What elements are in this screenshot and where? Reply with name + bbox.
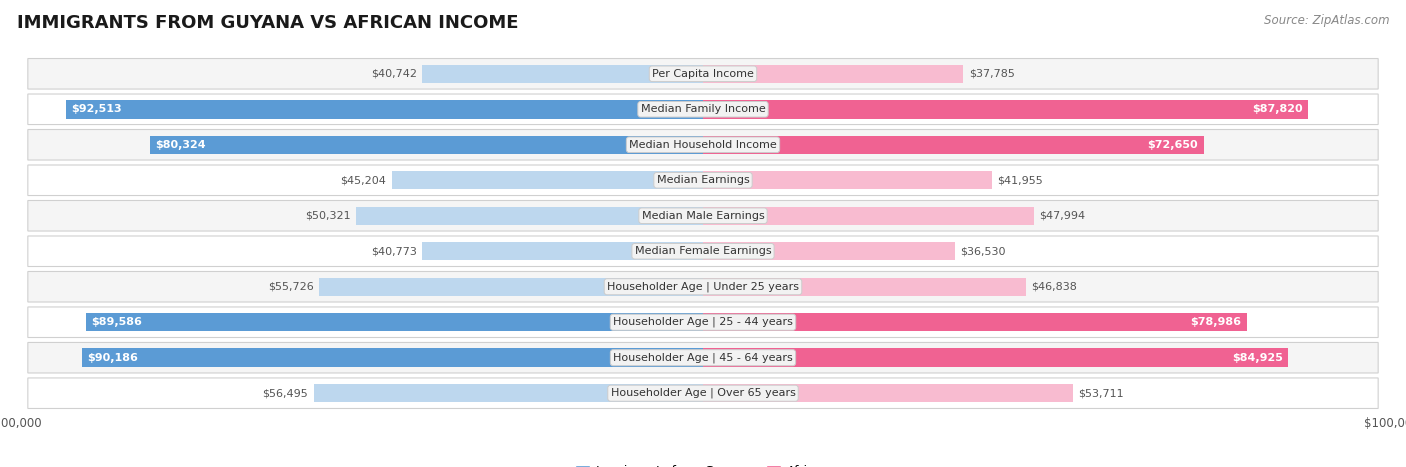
Text: $46,838: $46,838	[1031, 282, 1077, 292]
Bar	[422, 242, 703, 261]
FancyBboxPatch shape	[28, 236, 1378, 267]
Text: Per Capita Income: Per Capita Income	[652, 69, 754, 79]
Text: $41,955: $41,955	[997, 175, 1043, 185]
Text: $84,925: $84,925	[1232, 353, 1282, 363]
Bar	[703, 277, 1026, 296]
Text: $87,820: $87,820	[1251, 104, 1302, 114]
Text: $92,513: $92,513	[72, 104, 122, 114]
Bar	[703, 135, 1204, 154]
Text: $37,785: $37,785	[969, 69, 1015, 79]
Text: Householder Age | Over 65 years: Householder Age | Over 65 years	[610, 388, 796, 398]
FancyBboxPatch shape	[28, 94, 1378, 125]
Text: Householder Age | Under 25 years: Householder Age | Under 25 years	[607, 282, 799, 292]
Text: Householder Age | 45 - 64 years: Householder Age | 45 - 64 years	[613, 353, 793, 363]
Bar	[703, 64, 963, 83]
Legend: Immigrants from Guyana, African: Immigrants from Guyana, African	[569, 460, 837, 467]
Text: $55,726: $55,726	[267, 282, 314, 292]
Bar	[314, 384, 703, 403]
FancyBboxPatch shape	[28, 342, 1378, 373]
Bar	[703, 171, 993, 190]
FancyBboxPatch shape	[28, 378, 1378, 409]
Bar	[149, 135, 703, 154]
Bar	[86, 313, 703, 332]
Bar	[703, 348, 1288, 367]
FancyBboxPatch shape	[28, 307, 1378, 338]
Text: Median Earnings: Median Earnings	[657, 175, 749, 185]
Text: Source: ZipAtlas.com: Source: ZipAtlas.com	[1264, 14, 1389, 27]
Text: $36,530: $36,530	[960, 246, 1005, 256]
Text: $40,742: $40,742	[371, 69, 416, 79]
Text: Median Family Income: Median Family Income	[641, 104, 765, 114]
FancyBboxPatch shape	[28, 129, 1378, 160]
Text: $72,650: $72,650	[1147, 140, 1198, 150]
Text: $45,204: $45,204	[340, 175, 387, 185]
Text: IMMIGRANTS FROM GUYANA VS AFRICAN INCOME: IMMIGRANTS FROM GUYANA VS AFRICAN INCOME	[17, 14, 519, 32]
FancyBboxPatch shape	[28, 271, 1378, 302]
Text: $47,994: $47,994	[1039, 211, 1085, 221]
Bar	[356, 206, 703, 225]
Text: $56,495: $56,495	[263, 388, 308, 398]
Bar	[422, 64, 703, 83]
Bar	[319, 277, 703, 296]
Text: $90,186: $90,186	[87, 353, 138, 363]
Text: Median Female Earnings: Median Female Earnings	[634, 246, 772, 256]
Bar	[392, 171, 703, 190]
Bar	[66, 100, 703, 119]
Bar	[703, 100, 1308, 119]
Bar	[703, 313, 1247, 332]
FancyBboxPatch shape	[28, 165, 1378, 196]
Bar	[703, 206, 1033, 225]
Bar	[703, 384, 1073, 403]
Text: $80,324: $80,324	[155, 140, 205, 150]
Text: $89,586: $89,586	[91, 317, 142, 327]
Text: $53,711: $53,711	[1078, 388, 1125, 398]
Bar	[82, 348, 703, 367]
Text: Median Household Income: Median Household Income	[628, 140, 778, 150]
Text: $50,321: $50,321	[305, 211, 352, 221]
Text: Householder Age | 25 - 44 years: Householder Age | 25 - 44 years	[613, 317, 793, 327]
FancyBboxPatch shape	[28, 200, 1378, 231]
Text: $40,773: $40,773	[371, 246, 416, 256]
Text: Median Male Earnings: Median Male Earnings	[641, 211, 765, 221]
Bar	[703, 242, 955, 261]
FancyBboxPatch shape	[28, 58, 1378, 89]
Text: $78,986: $78,986	[1191, 317, 1241, 327]
